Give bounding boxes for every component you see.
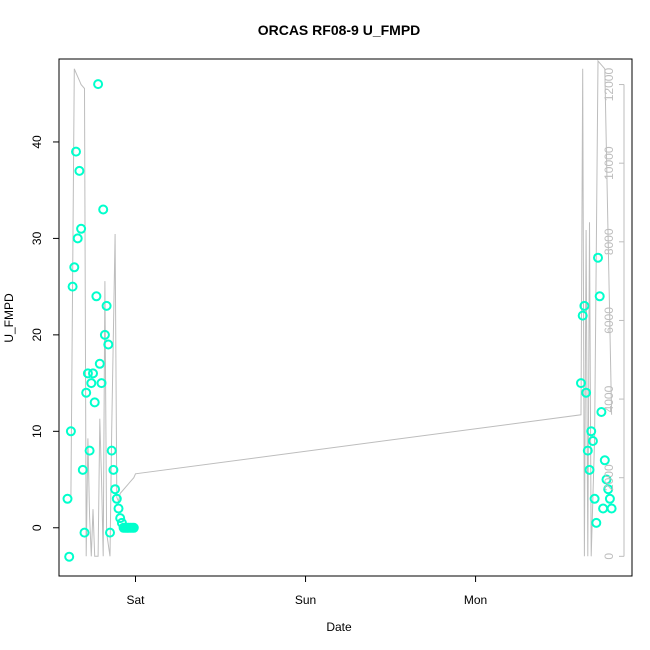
series-left-point <box>596 407 607 417</box>
series-left-point <box>88 368 98 379</box>
series-left-point <box>101 300 112 311</box>
y-tick-label: 30 <box>30 231 44 245</box>
series-left-point <box>62 493 73 504</box>
series-left-point <box>91 291 102 302</box>
series-left-point <box>76 223 87 234</box>
x-tick-label: Sun <box>295 593 316 607</box>
y-tick-label: 20 <box>30 328 44 342</box>
y-axis-label: U_FMPD <box>2 293 16 343</box>
y-tick-label: 0 <box>30 524 44 531</box>
y2-tick-label: 12000 <box>602 68 616 102</box>
y2-tick-label: 0 <box>602 553 616 560</box>
series-left-point <box>74 165 85 176</box>
series-left-point <box>587 436 598 446</box>
series-left-point <box>603 484 614 495</box>
series-left-point <box>594 291 605 302</box>
series-right-line <box>70 59 613 557</box>
series-left-point <box>79 527 90 538</box>
series-left-point <box>579 300 590 311</box>
series-left-point <box>98 204 109 215</box>
y2-tick-label: 2000 <box>602 464 616 491</box>
series-left-point <box>64 551 75 562</box>
y2-tick-label: 10000 <box>602 146 616 180</box>
series-left-point <box>72 233 83 244</box>
series-left-point <box>598 503 609 514</box>
y-tick-label: 10 <box>30 424 44 438</box>
series-left-point <box>599 455 610 466</box>
x-axis: Sat Sun Mon <box>127 576 487 607</box>
series-left-point <box>584 464 595 475</box>
series-left-point <box>577 310 588 321</box>
series-left-point <box>108 464 119 475</box>
series-left-point <box>576 378 586 389</box>
series-left-point <box>591 517 602 528</box>
series-layer <box>62 59 617 562</box>
series-left-point <box>581 387 592 398</box>
plot-area <box>58 58 633 577</box>
y2-tick-label: 4000 <box>602 385 616 412</box>
x-tick-label: Mon <box>464 593 487 607</box>
series-left-point <box>604 493 615 504</box>
series-left-point <box>77 464 88 475</box>
series-left-point <box>103 339 114 350</box>
series-left-point <box>94 358 105 369</box>
y-tick-label: 40 <box>30 135 44 149</box>
x-axis-label: Date <box>326 620 352 634</box>
y-axis-right: 0 2000 4000 6000 8000 10000 12000 <box>602 68 625 560</box>
series-left-point <box>128 522 139 533</box>
series-left-point <box>113 503 124 514</box>
series-left-point <box>110 484 121 495</box>
series-left-point <box>111 493 122 504</box>
y2-tick-label: 8000 <box>602 228 616 255</box>
series-left-point <box>601 474 612 485</box>
series-left-point <box>89 397 100 408</box>
series-left-point <box>65 426 76 437</box>
series-left-point <box>82 368 93 379</box>
series-left-point <box>93 79 104 90</box>
series-left-point <box>96 378 107 389</box>
series-left-point <box>105 527 115 538</box>
y-axis-left: 0 10 20 30 40 <box>30 135 60 531</box>
series-left-point <box>86 378 97 389</box>
series-left-point <box>589 493 600 504</box>
y2-tick-label: 6000 <box>602 307 616 334</box>
series-left-point <box>106 445 117 456</box>
chart-title: ORCAS RF08-9 U_FMPD <box>258 22 421 38</box>
series-left-point <box>582 445 593 456</box>
series-left-point <box>606 503 617 514</box>
series-left-point <box>84 445 95 456</box>
x-tick-label: Sat <box>127 593 146 607</box>
series-left-point <box>71 146 81 157</box>
series-left-point <box>99 329 110 340</box>
series-left-point <box>67 281 78 292</box>
series-left-point <box>115 513 126 524</box>
series-left-point <box>586 426 597 437</box>
series-left-point <box>69 262 80 273</box>
series-left-point <box>81 387 92 398</box>
series-left-point <box>593 252 603 263</box>
